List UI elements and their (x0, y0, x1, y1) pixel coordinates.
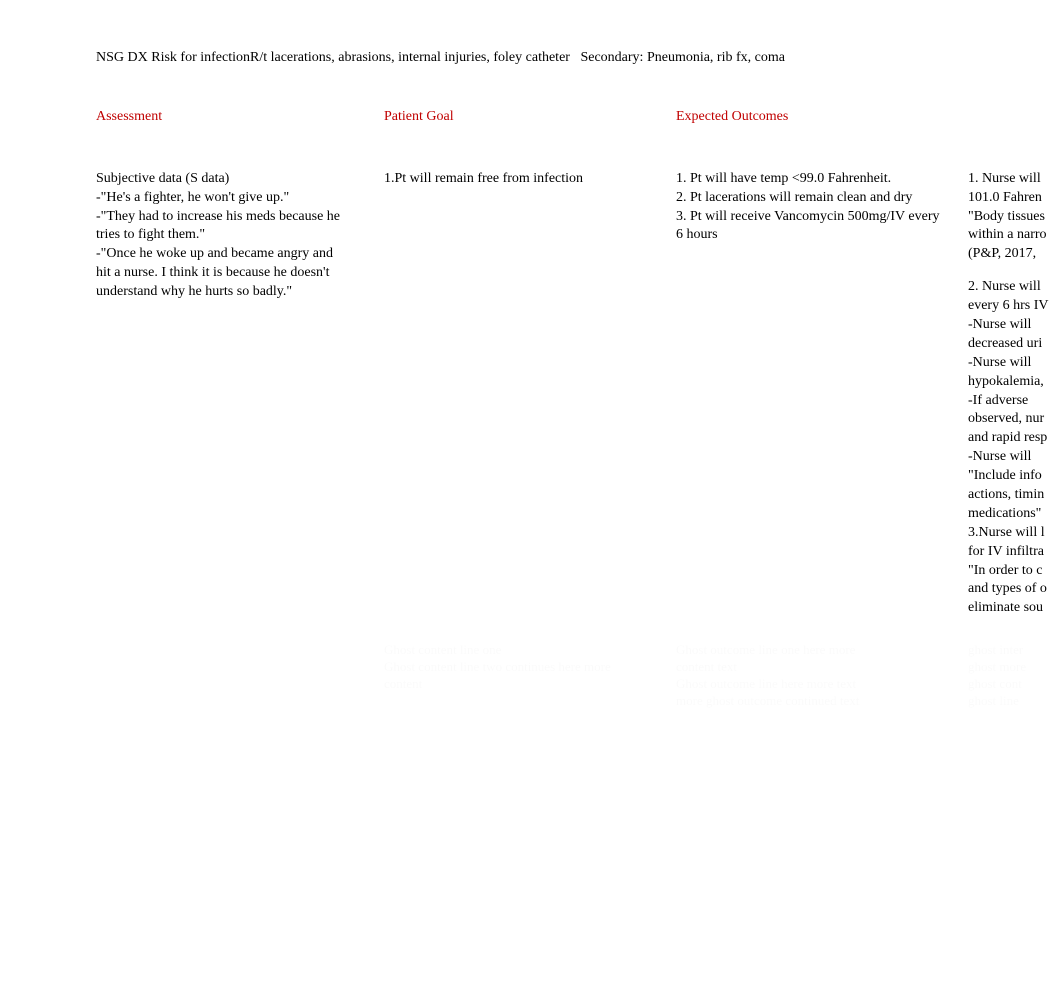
goal-cell: 1.Pt will remain free from infection (384, 156, 676, 632)
intervention-2l: actions, timin (968, 486, 1062, 505)
intervention-2d: decreased uri (968, 335, 1062, 354)
assessment-quote-3a: -"Once he woke up and became angry and (96, 245, 372, 264)
assessment-subjective-title: Subjective data (S data) (96, 170, 372, 189)
outcome-1: 1. Pt will have temp <99.0 Fahrenheit. (676, 171, 891, 186)
assessment-quote-2b: tries to fight them." (96, 226, 372, 245)
header-assessment: Assessment (96, 94, 384, 156)
ghost-intervention-2: ghost more (968, 659, 1062, 676)
ghost-assessment-cell (96, 632, 384, 740)
intervention-2i: and rapid resp (968, 429, 1062, 448)
intervention-2m: medications" (968, 505, 1062, 524)
intervention-3c: "In order to c (968, 562, 1062, 581)
dx-related: R/t lacerations, abrasions, internal inj… (250, 50, 570, 65)
intervention-3a: 3.Nurse will l (968, 524, 1062, 543)
intervention-2f: hypokalemia, (968, 373, 1062, 392)
ghost-outcome-2: content text (676, 659, 956, 676)
ghost-outcome-3: Ghost outcome line here more text (676, 676, 956, 693)
intervention-2a: 2. Nurse will (968, 278, 1062, 297)
outcome-3b: 6 hours (676, 227, 718, 242)
table-content-row: Subjective data (S data) -"He's a fighte… (96, 156, 1062, 632)
ghost-goal-3: content (384, 676, 664, 693)
ghost-intervention-3: ghost cont (968, 676, 1062, 693)
ghost-goal-cell: Ghost content line one Ghost content lin… (384, 632, 676, 740)
interventions-cell: 1. Nurse will 101.0 Fahren "Body tissues… (968, 156, 1062, 632)
header-patient-goal: Patient Goal (384, 94, 676, 156)
intervention-blank-1 (968, 264, 1062, 278)
table-ghost-row: Ghost content line one Ghost content lin… (96, 632, 1062, 740)
intervention-3d: and types of o (968, 580, 1062, 599)
intervention-2e: -Nurse will (968, 354, 1062, 373)
nursing-diagnosis-line: NSG DX Risk for infectionR/t lacerations… (96, 50, 1062, 66)
intervention-2h: observed, nur (968, 410, 1062, 429)
ghost-outcome-4: more ghost outcome continued text (676, 693, 956, 710)
intervention-2g: -If adverse (968, 392, 1062, 411)
ghost-intervention-1: ghost inter (968, 642, 1062, 659)
intervention-1a: 1. Nurse will (968, 170, 1062, 189)
intervention-1d: within a narro (968, 226, 1062, 245)
dx-secondary: Pneumonia, rib fx, coma (647, 50, 785, 65)
ghost-outcome-1: Ghost outcome line one here more (676, 642, 956, 659)
assessment-quote-3c: understand why he hurts so badly." (96, 283, 372, 302)
outcomes-cell: 1. Pt will have temp <99.0 Fahrenheit. 2… (676, 156, 968, 632)
intervention-1c: "Body tissues (968, 208, 1062, 227)
assessment-quote-2a: -"They had to increase his meds because … (96, 208, 372, 227)
intervention-2j: -Nurse will (968, 448, 1062, 467)
intervention-2b: every 6 hrs IV (968, 297, 1062, 316)
ghost-intervention-4: ghost line (968, 693, 1062, 710)
dx-secondary-label: Secondary: (580, 50, 646, 65)
goal-1: 1.Pt will remain free from infection (384, 171, 583, 186)
header-expected-outcomes: Expected Outcomes (676, 94, 968, 156)
intervention-1b: 101.0 Fahren (968, 189, 1062, 208)
assessment-quote-3b: hit a nurse. I think it is because he do… (96, 264, 372, 283)
intervention-1e: (P&P, 2017, (968, 245, 1062, 264)
ghost-goal-1: Ghost content line one (384, 642, 664, 659)
intervention-2k: "Include info (968, 467, 1062, 486)
ghost-outcomes-cell: Ghost outcome line one here more content… (676, 632, 968, 740)
assessment-quote-1: -"He's a fighter, he won't give up." (96, 189, 372, 208)
assessment-cell: Subjective data (S data) -"He's a fighte… (96, 156, 384, 632)
intervention-3b: for IV infiltra (968, 543, 1062, 562)
outcome-2: 2. Pt lacerations will remain clean and … (676, 190, 912, 205)
header-interventions: Interventions Rationales f (968, 94, 1062, 156)
intervention-3e: eliminate sou (968, 599, 1062, 618)
outcome-3a: 3. Pt will receive Vancomycin 500mg/IV e… (676, 209, 939, 224)
dx-spacer (570, 50, 581, 65)
dx-primary: Risk for infection (151, 50, 250, 65)
dx-prefix: NSG DX (96, 50, 151, 65)
care-plan-table: Assessment Patient Goal Expected Outcome… (96, 94, 1062, 740)
intervention-2c: -Nurse will (968, 316, 1062, 335)
ghost-goal-2: Ghost content line two continues here mo… (384, 659, 664, 676)
ghost-interventions-cell: ghost inter ghost more ghost cont ghost … (968, 632, 1062, 740)
table-header-row: Assessment Patient Goal Expected Outcome… (96, 94, 1062, 156)
